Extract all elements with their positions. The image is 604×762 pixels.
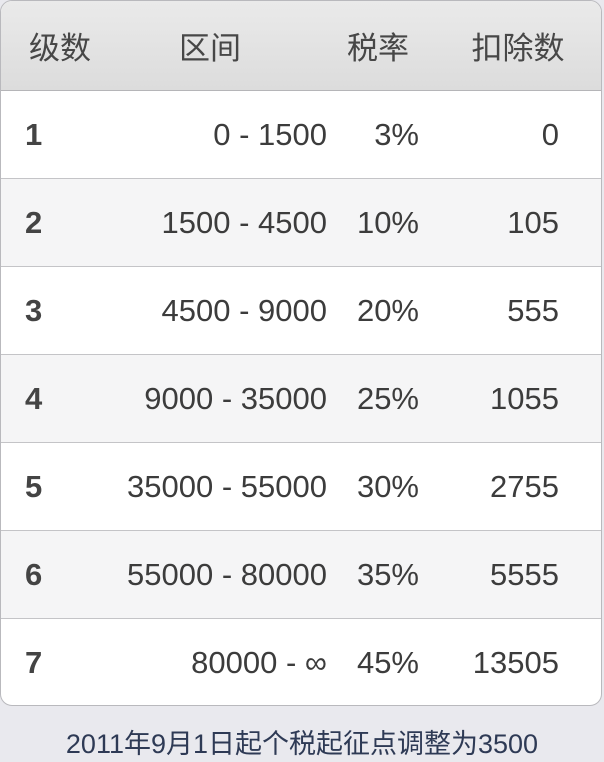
cell-level: 6 — [25, 556, 43, 592]
cell-rate: 25% — [356, 380, 419, 416]
footer-note: 2011年9月1日起个税起征点调整为3500 — [65, 729, 539, 759]
cell-rate: 20% — [356, 292, 419, 328]
cell-deduction: 0 — [541, 116, 559, 152]
table-row: 5 35000 - 55000 30% 2755 — [1, 443, 601, 531]
cell-deduction: 1055 — [490, 380, 559, 416]
table-row: 3 4500 - 9000 20% 555 — [1, 267, 601, 355]
cell-deduction: 13505 — [472, 645, 559, 680]
cell-level: 3 — [25, 292, 43, 328]
header-deduction: 扣除数 — [471, 31, 565, 66]
cell-rate: 35% — [356, 556, 419, 592]
cell-range: 9000 - 35000 — [144, 380, 327, 416]
header-level: 级数 — [29, 31, 91, 66]
cell-range: 1500 - 4500 — [161, 204, 327, 240]
cell-range: 35000 - 55000 — [127, 468, 327, 504]
cell-level: 2 — [25, 204, 43, 240]
cell-range: 0 - 1500 — [213, 116, 327, 152]
cell-level: 7 — [25, 645, 43, 680]
cell-range: 55000 - 80000 — [127, 556, 327, 592]
cell-rate: 3% — [374, 116, 419, 152]
table-row: 1 0 - 1500 3% 0 — [1, 91, 601, 179]
cell-rate: 10% — [356, 204, 419, 240]
cell-range: 4500 - 9000 — [161, 292, 327, 328]
cell-deduction: 555 — [507, 292, 559, 328]
table-row: 4 9000 - 35000 25% 1055 — [1, 355, 601, 443]
cell-deduction: 2755 — [490, 468, 559, 504]
cell-rate: 30% — [356, 468, 419, 504]
header-range: 区间 — [179, 31, 241, 66]
cell-level: 4 — [25, 380, 43, 416]
tax-rate-table: 级数 区间 税率 扣除数 1 0 - 1500 3% 0 2 1500 - 45… — [0, 0, 602, 706]
cell-level: 5 — [25, 468, 43, 504]
table-row: 6 55000 - 80000 35% 5555 — [1, 531, 601, 619]
header-rate: 税率 — [347, 31, 409, 66]
table-row: 2 1500 - 4500 10% 105 — [1, 179, 601, 267]
cell-deduction: 105 — [507, 204, 559, 240]
cell-level: 1 — [25, 116, 43, 152]
cell-deduction: 5555 — [490, 556, 559, 592]
table-row: 7 80000 - ∞ 45% 13505 — [1, 619, 601, 705]
cell-range: 80000 - ∞ — [191, 645, 327, 680]
table-header: 级数 区间 税率 扣除数 — [1, 1, 601, 91]
cell-rate: 45% — [356, 645, 419, 680]
